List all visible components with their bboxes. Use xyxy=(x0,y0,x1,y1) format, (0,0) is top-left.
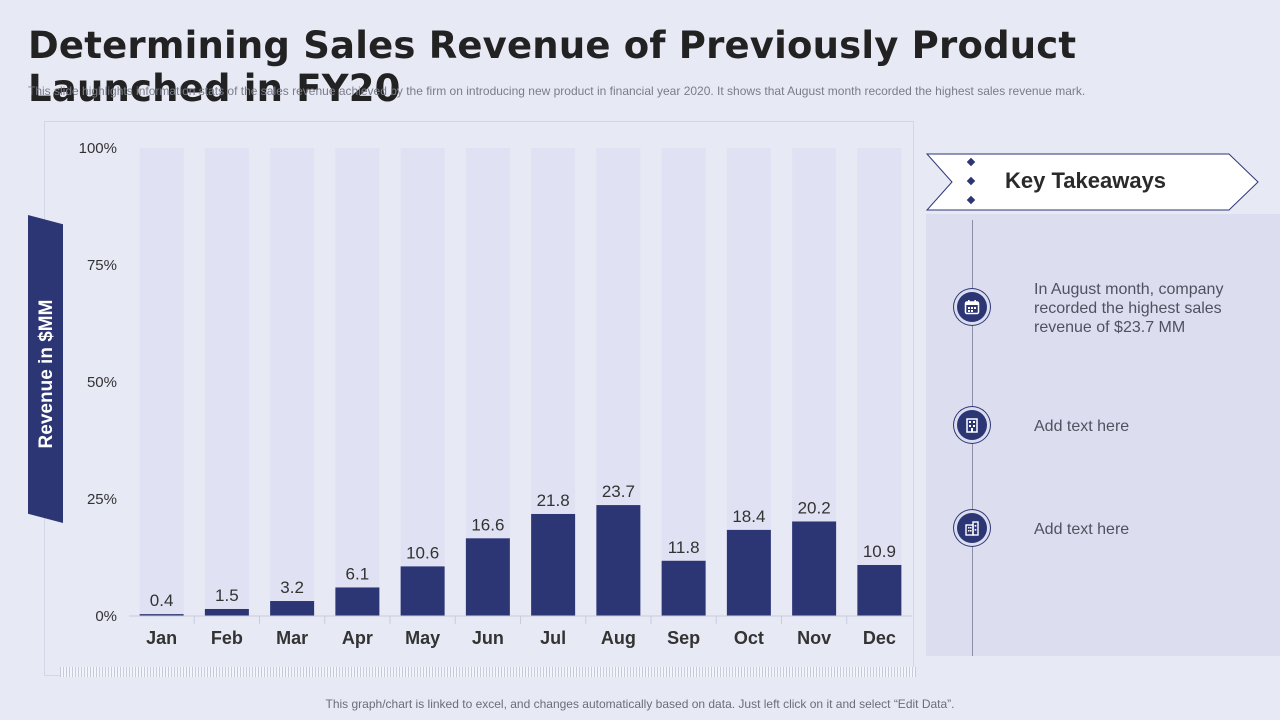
bar-dec xyxy=(857,564,902,616)
bar-jan xyxy=(139,614,184,616)
takeaway-text-1: In August month, company recorded the hi… xyxy=(1034,281,1224,336)
x-tick-label: Dec xyxy=(863,628,896,648)
takeaway-text-3: Add text here xyxy=(1034,521,1130,538)
data-label: 6.1 xyxy=(346,564,370,583)
x-tick-label: Jan xyxy=(146,628,177,648)
x-tick-label: Oct xyxy=(734,628,764,648)
y-tick-label: 75% xyxy=(87,257,117,274)
takeaway-text-2: Add text here xyxy=(1034,418,1130,435)
data-label: 18.4 xyxy=(732,507,765,526)
y-tick-label: 0% xyxy=(95,608,117,625)
data-label: 0.4 xyxy=(150,591,174,610)
y-axis-label: Revenue in $MM xyxy=(36,299,57,449)
bar-oct xyxy=(726,529,771,616)
bar-track xyxy=(270,148,315,616)
bar-jul xyxy=(531,513,576,616)
y-tick-label: 50% xyxy=(87,374,117,391)
bar-track xyxy=(204,148,249,616)
x-tick-label: Feb xyxy=(211,628,243,648)
bar-jun xyxy=(465,538,510,616)
bar-may xyxy=(400,566,445,616)
page-title: Determining Sales Revenue of Previously … xyxy=(28,24,1077,110)
x-tick-label: Sep xyxy=(667,628,700,648)
x-tick-label: Jun xyxy=(472,628,504,648)
bar-mar xyxy=(270,601,315,616)
bar-aug xyxy=(596,505,641,616)
y-tick-label: 100% xyxy=(79,140,117,157)
data-label: 10.9 xyxy=(863,542,896,561)
data-label: 20.2 xyxy=(798,498,831,517)
building-icon xyxy=(957,410,987,440)
data-label: 21.8 xyxy=(537,491,570,510)
data-label: 1.5 xyxy=(215,586,239,605)
x-tick-label: Jul xyxy=(540,628,566,648)
bar-track xyxy=(400,148,445,616)
y-axis-label-band xyxy=(28,215,63,523)
bar-track xyxy=(139,148,184,616)
bar-feb xyxy=(204,608,249,616)
chart-panel: 0% 25% 50% 75% 100% 0.4 Jan 1.5 Feb 3.2 Mar 6.1 Apr 1… xyxy=(44,121,914,676)
y-tick-label: 25% xyxy=(87,491,117,508)
bar-apr xyxy=(335,587,380,616)
key-takeaways-panel xyxy=(926,214,1280,656)
x-tick-label: Apr xyxy=(342,628,373,648)
bar-track xyxy=(335,148,380,616)
bar-track xyxy=(661,148,706,616)
bar-nov xyxy=(792,521,837,616)
page-subtitle: This slide highlights information stats … xyxy=(28,84,1086,98)
key-takeaways-title: Key Takeaways xyxy=(1005,168,1167,193)
footer-note: This graph/chart is linked to excel, and… xyxy=(325,697,955,711)
office-icon xyxy=(957,513,987,543)
data-label: 3.2 xyxy=(280,578,304,597)
calendar-icon xyxy=(957,292,987,322)
x-tick-label: Nov xyxy=(797,628,831,648)
bar-chart: 0% 25% 50% 75% 100% 0.4 Jan 1.5 Feb 3.2 Mar 6.1 Apr 1… xyxy=(79,140,912,648)
chart-baseline-strip xyxy=(60,667,916,677)
x-tick-label: Aug xyxy=(601,628,636,648)
data-label: 11.8 xyxy=(668,538,700,557)
bar-sep xyxy=(661,560,706,616)
bar-track xyxy=(465,148,510,616)
key-takeaways-banner xyxy=(926,153,1259,211)
data-label: 16.6 xyxy=(471,515,504,534)
data-label: 10.6 xyxy=(406,543,439,562)
x-tick-label: May xyxy=(405,628,440,648)
bar-track xyxy=(857,148,902,616)
x-tick-label: Mar xyxy=(276,628,308,648)
data-label: 23.7 xyxy=(602,482,635,501)
